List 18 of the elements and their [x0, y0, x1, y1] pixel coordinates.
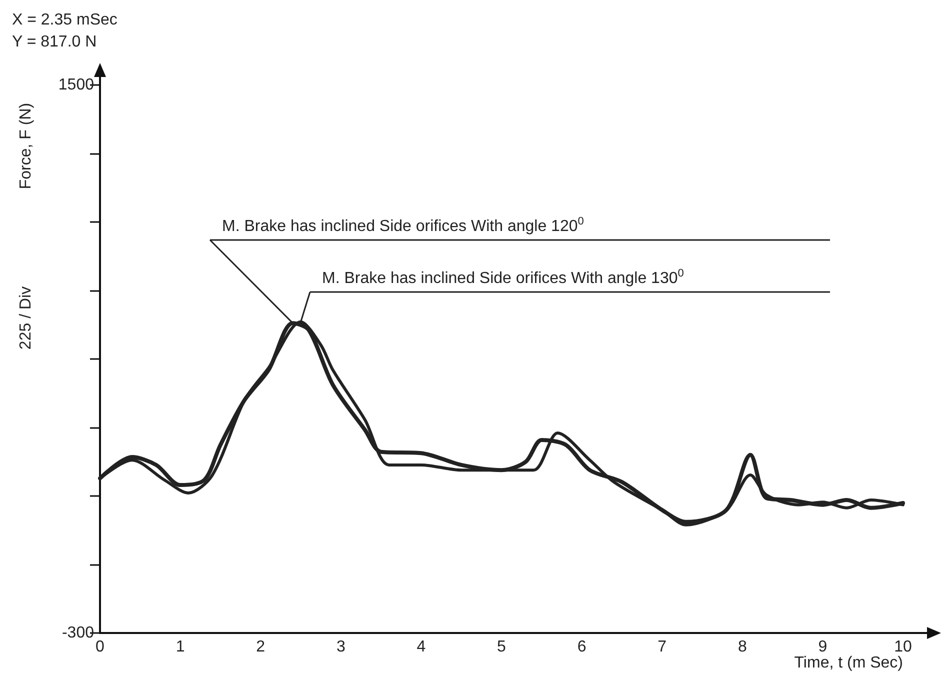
x-tick-label: 1: [176, 638, 185, 656]
y-tick-label: 1500: [58, 76, 94, 94]
text: 225 / Div: [18, 286, 34, 350]
x-axis-title: Time, t (m Sec): [794, 654, 903, 672]
x-tick-label: 3: [336, 638, 346, 656]
x-tick-label: 5: [497, 638, 506, 656]
y-tick-label: -300: [62, 624, 94, 642]
y-axis-title: Force, F (N): [18, 102, 34, 190]
x-tick-label: 0: [96, 638, 105, 656]
x-tick-label: 10: [894, 638, 912, 656]
text: X = 2.35 mSec: [12, 12, 118, 28]
x-tick-label: 4: [416, 638, 426, 656]
x-tick-label: 2: [256, 638, 266, 656]
text: Y = 817.0 N: [12, 34, 97, 50]
x-tick-label: 7: [658, 638, 667, 656]
x-tick-label: 6: [577, 638, 586, 656]
x-tick-label: 8: [738, 638, 747, 656]
x-tick-label: 9: [818, 638, 828, 656]
